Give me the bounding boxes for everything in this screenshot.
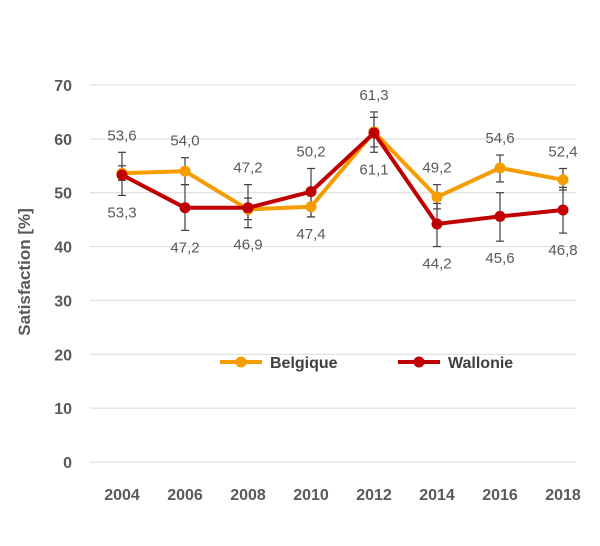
- y-tick-label: 0: [63, 455, 72, 472]
- y-tick-label: 60: [54, 132, 72, 149]
- legend-item-wallonie: Wallonie: [398, 355, 513, 372]
- x-axis-ticks: 2004 2006 2008 2010 2012 2014 2016 2018: [104, 487, 581, 504]
- data-label-belgique: 47,4: [296, 226, 325, 243]
- data-point-belgique: [431, 191, 443, 203]
- data-label-wallonie: 53,3: [107, 204, 136, 221]
- x-tick-label: 2008: [230, 487, 266, 504]
- x-tick-label: 2006: [167, 487, 203, 504]
- y-axis-ticks: 0 10 20 30 40 50 60 70: [54, 78, 72, 472]
- legend-item-belgique: Belgique: [220, 355, 338, 372]
- x-tick-label: 2016: [482, 487, 518, 504]
- data-point-wallonie: [305, 186, 317, 198]
- data-label-wallonie: 47,2: [170, 239, 199, 256]
- data-label-belgique: 46,9: [233, 237, 262, 254]
- x-tick-label: 2004: [104, 487, 140, 504]
- legend-marker: [235, 356, 247, 368]
- x-tick-label: 2018: [545, 487, 581, 504]
- y-tick-label: 40: [54, 240, 72, 257]
- grid-layer: [90, 84, 576, 463]
- data-point-belgique: [305, 201, 317, 213]
- y-tick-label: 10: [54, 401, 72, 418]
- data-labels: 53,6 53,3 54,0 47,2 47,2 46,9 50,2 47,4 61,3 61,1…: [107, 87, 577, 273]
- x-tick-label: 2012: [356, 487, 392, 504]
- legend: Belgique Wallonie: [220, 355, 513, 372]
- data-label-belgique: 54,0: [170, 133, 199, 150]
- data-label-wallonie: 46,8: [548, 242, 577, 259]
- data-point-belgique: [557, 174, 569, 186]
- legend-marker: [413, 356, 425, 368]
- data-label-wallonie: 44,2: [422, 256, 451, 273]
- data-label-wallonie: 50,2: [296, 143, 325, 160]
- data-point-belgique: [179, 165, 191, 177]
- data-label-belgique: 49,2: [422, 160, 451, 177]
- data-point-belgique: [494, 162, 506, 174]
- y-axis-label: Satisfaction [%]: [15, 208, 34, 336]
- series-line-wallonie: [121, 130, 564, 226]
- legend-label: Belgique: [270, 355, 338, 372]
- data-label-wallonie: 45,6: [485, 250, 514, 267]
- data-label-belgique: 53,6: [107, 127, 136, 144]
- data-point-wallonie: [242, 202, 254, 214]
- x-tick-label: 2010: [293, 487, 329, 504]
- legend-label: Wallonie: [448, 355, 513, 372]
- data-point-wallonie: [116, 169, 128, 181]
- y-tick-label: 30: [54, 293, 72, 310]
- data-label-wallonie: 61,1: [359, 161, 388, 178]
- y-tick-label: 50: [54, 186, 72, 203]
- data-point-wallonie: [494, 210, 506, 222]
- y-tick-label: 70: [54, 78, 72, 95]
- x-tick-label: 2014: [419, 487, 455, 504]
- data-label-belgique: 61,3: [359, 87, 388, 104]
- data-label-belgique: 54,6: [485, 130, 514, 147]
- series-layer: [116, 126, 569, 230]
- data-point-wallonie: [431, 218, 443, 230]
- data-label-wallonie: 47,2: [233, 160, 262, 177]
- y-tick-label: 20: [54, 347, 72, 364]
- series-line-belgique: [121, 129, 564, 212]
- data-point-wallonie: [368, 127, 380, 139]
- data-point-wallonie: [179, 202, 191, 214]
- data-point-wallonie: [557, 204, 569, 216]
- data-label-belgique: 52,4: [548, 143, 577, 160]
